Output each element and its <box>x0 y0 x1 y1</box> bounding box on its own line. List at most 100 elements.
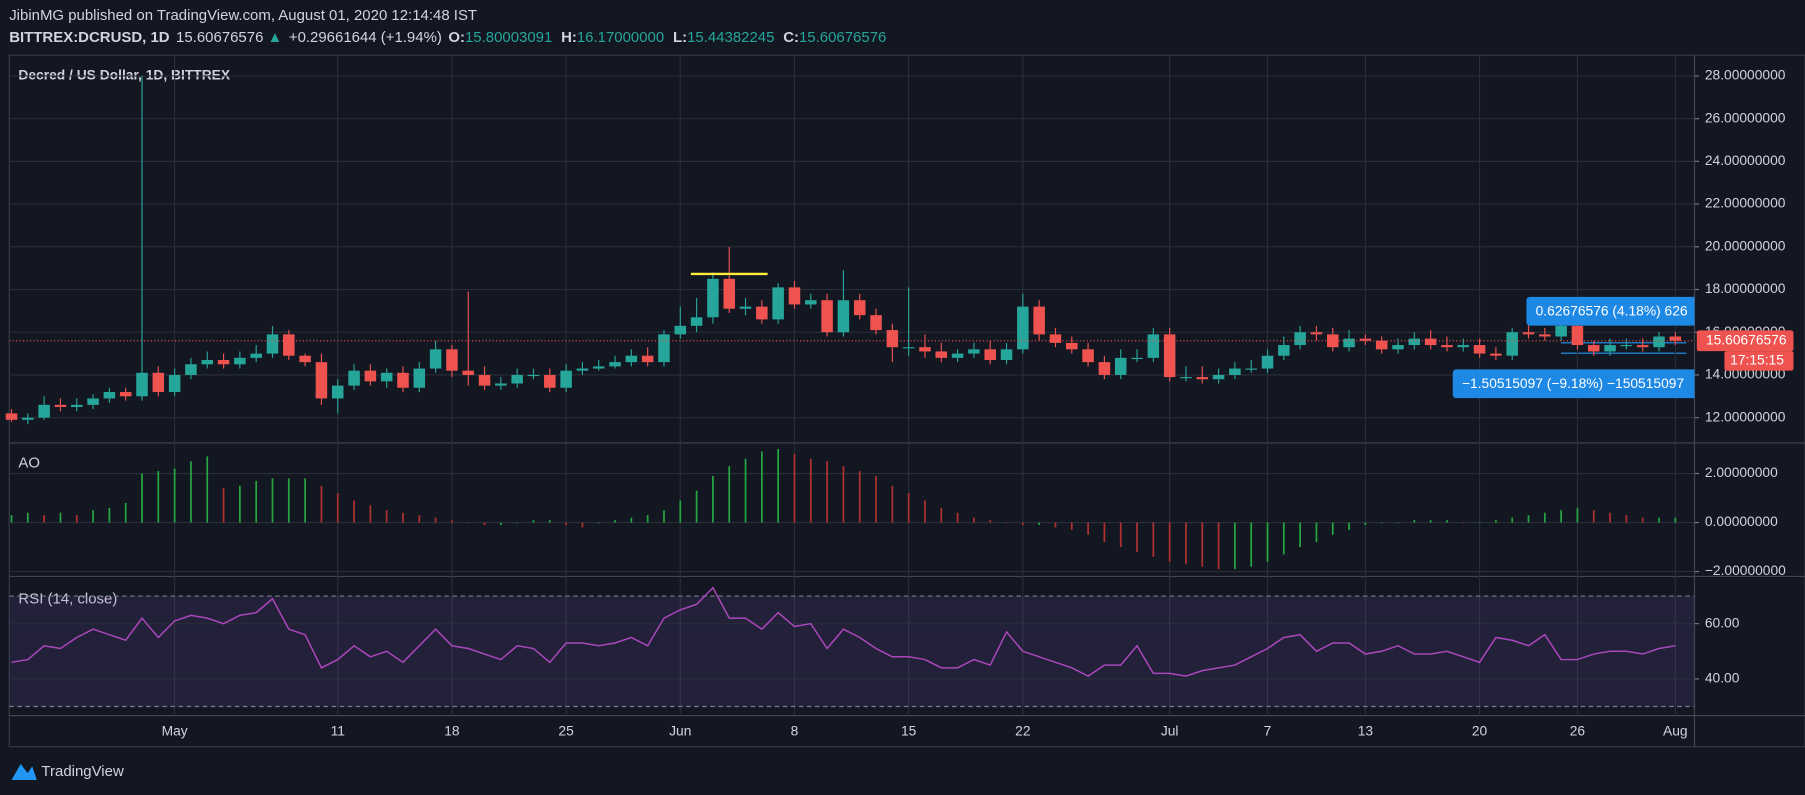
candle-body <box>968 349 980 354</box>
x-tick-label: 26 <box>1570 723 1586 738</box>
candle-body <box>821 300 833 333</box>
x-tick-label: Jun <box>669 723 691 738</box>
ao-bar <box>1054 522 1057 528</box>
candle-body <box>364 370 377 382</box>
candle-body <box>266 334 279 354</box>
candle-body <box>283 334 295 356</box>
candle-body <box>1473 345 1486 354</box>
ao-bar <box>1070 522 1073 530</box>
candle-body <box>609 362 621 367</box>
candle-body <box>478 374 491 386</box>
ao-bar <box>59 512 62 523</box>
candle-body <box>870 315 882 331</box>
candle-body <box>658 334 670 363</box>
candle-body <box>527 374 540 377</box>
candle-body <box>1506 332 1518 356</box>
candle-body <box>495 383 507 386</box>
measure-box <box>1526 296 1695 326</box>
ao-bar <box>1168 522 1171 562</box>
measure-box <box>1452 369 1695 399</box>
ao-bar <box>1511 517 1514 523</box>
ao-bar <box>842 466 845 523</box>
y-tick-label: 22.00000000 <box>1705 196 1786 211</box>
ao-bar <box>1429 520 1432 523</box>
ao-bar <box>858 471 861 523</box>
ao-bar <box>369 505 372 523</box>
candle-body <box>22 417 34 420</box>
candle-body <box>707 278 719 318</box>
y-tick-label: 0.00000000 <box>1705 514 1778 529</box>
candle-body <box>1114 357 1127 375</box>
ao-bar <box>1592 510 1595 523</box>
candle-body <box>1587 345 1600 352</box>
candle-body <box>902 347 915 349</box>
candle-body <box>560 370 572 388</box>
candle-body <box>380 372 393 382</box>
candle-body <box>1620 345 1633 347</box>
candle-body <box>1066 342 1078 350</box>
ao-bar <box>1560 510 1562 523</box>
candle-body <box>1457 345 1470 348</box>
ao-bar <box>124 502 127 523</box>
candle-body <box>1212 374 1225 380</box>
ao-bar <box>1543 512 1546 523</box>
ao-bar <box>777 448 780 523</box>
ohlc-label: O: <box>448 29 465 46</box>
candle-body <box>674 325 687 335</box>
candle-body <box>119 392 132 397</box>
x-tick-label: 7 <box>1264 723 1272 738</box>
ao-bar <box>10 515 13 523</box>
ao-bar <box>581 522 584 528</box>
candle-body <box>1522 332 1535 335</box>
candle-body <box>103 392 116 399</box>
candle-body <box>1375 340 1388 350</box>
candle-body <box>397 372 409 388</box>
ao-bar <box>1250 522 1253 567</box>
candle-body <box>739 306 752 309</box>
last-price-box <box>1696 330 1794 352</box>
y-tick-label: 12.00000000 <box>1705 409 1786 424</box>
ao-bar <box>646 515 649 523</box>
candle-body <box>1278 345 1290 356</box>
ao-bar <box>809 458 812 523</box>
ao-bar <box>75 515 78 523</box>
candle-body <box>446 349 458 371</box>
candle-body <box>544 374 556 388</box>
ao-bar <box>1576 507 1579 523</box>
last-price: 15.60676576 <box>176 29 263 46</box>
price-title: Decred / US Dollar, 1D, BITTREX <box>18 68 230 83</box>
ao-bar <box>744 458 747 523</box>
ao-bar <box>597 522 600 524</box>
ao-bar <box>760 451 763 523</box>
candle-body <box>886 330 899 348</box>
ao-bar <box>1348 522 1350 530</box>
y-tick-label: −2.00000000 <box>1705 563 1786 578</box>
ao-bar <box>940 507 943 523</box>
ao-bar <box>1266 522 1269 562</box>
candle-body <box>168 374 181 393</box>
ao-bar <box>793 453 796 523</box>
ao-bar <box>1185 522 1187 565</box>
candle-body <box>299 355 311 363</box>
candle-body <box>1131 357 1143 360</box>
candle-body <box>1229 368 1241 375</box>
ao-bar <box>1446 520 1448 523</box>
ao-bar <box>1397 522 1399 524</box>
candle-body <box>690 317 703 326</box>
candle-body <box>511 374 523 384</box>
candle-body <box>1392 345 1404 350</box>
candle-body <box>413 368 426 388</box>
ohlc-label: H: <box>561 29 577 46</box>
ao-bar <box>451 520 453 523</box>
x-tick-label: Jul <box>1161 723 1179 738</box>
ao-bar <box>1625 515 1628 523</box>
x-tick-label: May <box>162 723 188 738</box>
candle-body <box>1653 336 1665 348</box>
candle-body <box>71 404 83 407</box>
rsi-title: RSI (14, close) <box>18 590 117 607</box>
candle-body <box>136 372 148 397</box>
ao-bar <box>108 507 111 523</box>
ao-bar <box>695 490 698 523</box>
y-tick-label: 26.00000000 <box>1705 110 1786 125</box>
